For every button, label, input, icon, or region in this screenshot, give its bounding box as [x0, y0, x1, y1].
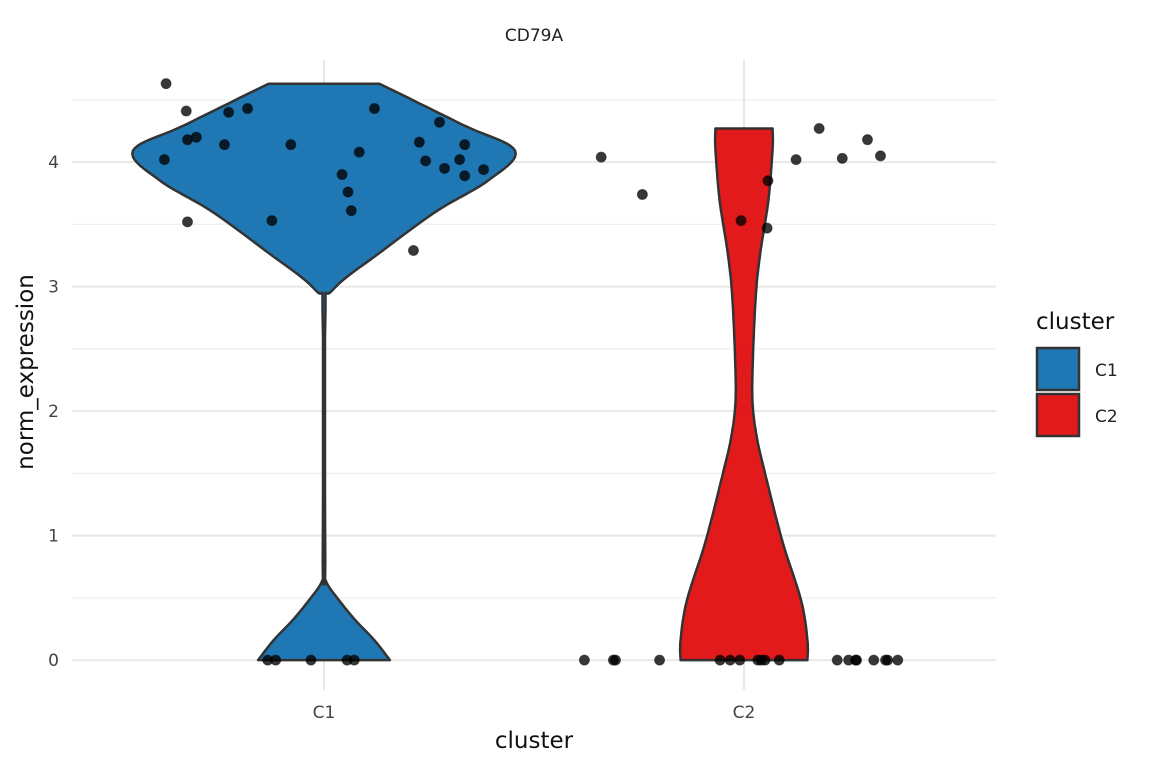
- data-point: [353, 146, 365, 158]
- data-point: [595, 151, 607, 163]
- y-tick-label: 0: [48, 651, 59, 671]
- data-point: [762, 175, 774, 187]
- y-tick-label: 1: [48, 527, 59, 547]
- chart-title: CD79A: [505, 26, 564, 46]
- violin-c1: [131, 82, 517, 662]
- data-point: [342, 186, 354, 198]
- data-point: [266, 215, 278, 227]
- data-point: [420, 155, 432, 167]
- x-tick-labels: C1 C2: [313, 703, 756, 723]
- data-point: [578, 654, 590, 666]
- data-point: [434, 116, 445, 128]
- x-axis-label: cluster: [495, 728, 574, 754]
- data-point: [759, 654, 771, 666]
- legend-title: cluster: [1036, 309, 1115, 335]
- data-point: [459, 170, 471, 182]
- data-point: [368, 103, 380, 115]
- points: [158, 78, 904, 666]
- legend-label: C2: [1095, 407, 1118, 427]
- data-point: [439, 162, 451, 174]
- data-point: [180, 105, 192, 117]
- data-point: [285, 139, 297, 151]
- data-point: [242, 103, 254, 115]
- data-point: [761, 222, 773, 234]
- data-point: [478, 164, 490, 176]
- legend-key-c2: [1035, 392, 1081, 438]
- data-point: [790, 154, 802, 166]
- data-point: [345, 205, 357, 217]
- legend: cluster C1 C2: [1035, 309, 1118, 438]
- data-point: [305, 654, 317, 666]
- data-point: [654, 654, 666, 666]
- data-point: [407, 244, 419, 256]
- data-point: [454, 154, 466, 166]
- violin-c2: [678, 127, 810, 662]
- data-point: [831, 654, 843, 666]
- x-tick-label: C1: [313, 703, 336, 723]
- data-point: [218, 139, 230, 151]
- data-point: [724, 654, 736, 666]
- data-point: [875, 150, 886, 162]
- y-tick-labels: 0 1 2 3 4: [48, 153, 59, 671]
- legend-label: C1: [1095, 361, 1118, 381]
- y-tick-label: 2: [48, 402, 59, 422]
- y-tick-label: 4: [48, 153, 59, 173]
- data-point: [861, 134, 873, 146]
- data-point: [868, 654, 880, 666]
- data-point: [158, 154, 170, 166]
- data-point: [182, 216, 193, 228]
- data-point: [734, 654, 746, 666]
- data-point: [851, 654, 863, 666]
- data-point: [813, 122, 825, 134]
- data-point: [336, 169, 348, 181]
- legend-key-c1: [1035, 346, 1081, 392]
- violins: [131, 82, 810, 662]
- data-point: [735, 215, 747, 227]
- data-point: [190, 131, 202, 143]
- data-point: [413, 136, 425, 148]
- data-point: [609, 654, 621, 666]
- data-point: [773, 654, 785, 666]
- data-point: [882, 654, 894, 666]
- data-point: [348, 654, 360, 666]
- data-point: [459, 139, 471, 151]
- data-point: [714, 654, 726, 666]
- data-point: [892, 654, 904, 666]
- x-tick-label: C2: [733, 703, 756, 723]
- data-point: [223, 106, 235, 118]
- data-point: [160, 78, 172, 90]
- data-point: [836, 152, 848, 164]
- data-point: [636, 188, 648, 200]
- y-axis-label: norm_expression: [13, 274, 39, 470]
- data-point: [270, 654, 282, 666]
- y-tick-label: 3: [48, 278, 59, 298]
